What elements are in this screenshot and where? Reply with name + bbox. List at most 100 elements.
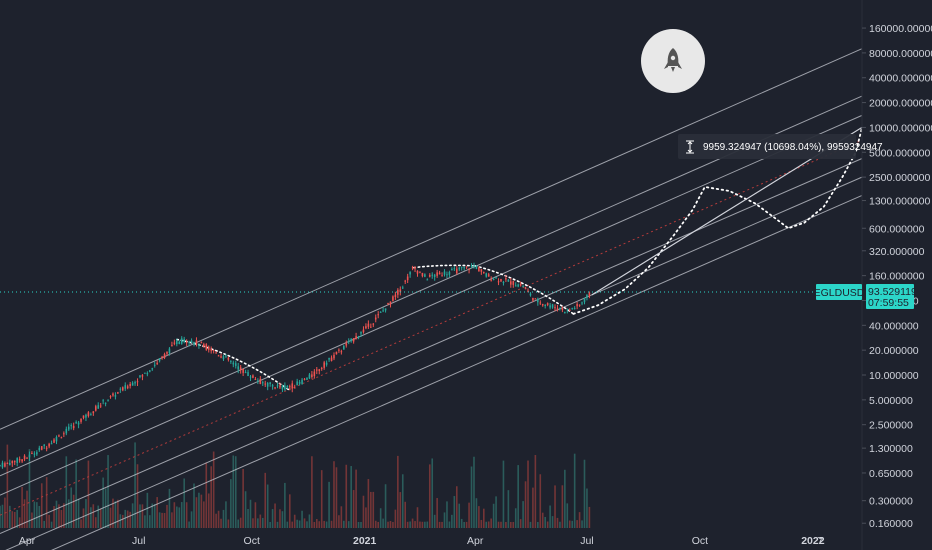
candle-body — [446, 274, 448, 276]
candle-body — [139, 375, 141, 378]
volume-bar — [178, 507, 181, 528]
volume-bar — [490, 518, 492, 528]
volume-bar — [483, 508, 485, 528]
candle-body — [134, 382, 136, 384]
candle-body — [448, 271, 451, 275]
volume-bar — [522, 501, 524, 528]
candle-body — [31, 453, 33, 455]
volume-bar — [60, 509, 63, 528]
volume-bar — [279, 509, 281, 528]
volume-bar — [347, 521, 350, 528]
candle-body — [279, 385, 281, 388]
volume-bar — [588, 506, 591, 528]
candle-body — [306, 377, 308, 380]
volume-bar — [497, 521, 500, 528]
candle-body — [158, 358, 161, 361]
y-axis-panel[interactable] — [862, 0, 932, 550]
candle-body — [561, 308, 564, 311]
candle-body — [492, 279, 495, 281]
candle-body — [406, 276, 409, 281]
volume-bar — [578, 512, 581, 528]
candle-body — [149, 370, 151, 372]
y-tick-label: 5.000000 — [869, 395, 913, 407]
candle-body — [4, 463, 6, 467]
candle-body — [377, 314, 379, 316]
price-tag-value: 93.529119 — [868, 286, 917, 298]
candle-body — [136, 381, 139, 383]
candle-body — [350, 338, 352, 342]
candle-body — [335, 351, 338, 355]
candle-body — [94, 406, 97, 411]
candle-body — [323, 362, 325, 368]
volume-bar — [377, 521, 379, 528]
y-tick-label: 10000.000000 — [869, 122, 932, 134]
candle-body — [544, 305, 546, 307]
volume-bar — [80, 519, 82, 528]
x-tick-label: Jul — [580, 535, 593, 547]
channel-line — [0, 158, 863, 534]
candle-body — [554, 307, 556, 309]
volume-bar — [406, 521, 409, 528]
candle-body — [75, 422, 77, 424]
measure-label: 9959.324947 (10698.04%), 9959324947 — [678, 134, 883, 159]
volume-bar — [404, 501, 407, 528]
candle-body — [215, 352, 217, 354]
volume-bar — [512, 521, 515, 528]
candle-body — [362, 329, 365, 333]
channel-line — [5, 176, 863, 550]
volume-bar — [311, 456, 313, 528]
candle-body — [529, 293, 532, 296]
volume-bar — [264, 472, 267, 528]
candle-body — [90, 414, 92, 416]
candle-body — [303, 378, 306, 380]
volume-bar — [141, 504, 144, 528]
volume-bar — [446, 501, 448, 528]
candle-body — [296, 381, 298, 386]
volume-bar — [92, 504, 95, 528]
candle-body — [244, 372, 247, 374]
candle-body — [85, 414, 87, 418]
volume-bar — [281, 511, 284, 528]
candle-body — [441, 275, 443, 277]
volume-bar — [180, 502, 183, 528]
x-tick-label: Oct — [692, 535, 708, 547]
price-tag[interactable]: 93.529119 07:59:55 — [866, 284, 917, 309]
volume-bar — [316, 518, 318, 528]
symbol-tag[interactable]: EGLDUSD — [814, 284, 865, 300]
candle-body — [414, 266, 416, 269]
candle-body — [102, 400, 104, 402]
volume-bar — [9, 505, 11, 528]
volume-bar — [370, 491, 372, 528]
volume-bar — [389, 520, 392, 528]
volume-bar — [117, 499, 119, 528]
volume-bar — [72, 494, 75, 528]
candle-body — [126, 386, 129, 389]
candle-body — [124, 385, 127, 389]
volume-bar — [82, 508, 85, 528]
volume-bar — [291, 521, 294, 528]
volume-bar — [146, 492, 149, 528]
volume-bar — [33, 501, 36, 528]
y-axis[interactable]: 160000.000000 80000.000000 40000.000000 200… — [862, 23, 932, 530]
candle-body — [571, 308, 574, 310]
candle-body — [234, 363, 237, 366]
channel-line — [0, 114, 863, 496]
candle-body — [72, 425, 75, 429]
volume-bar — [6, 444, 9, 528]
volume-bar — [431, 458, 434, 528]
volume-bar — [379, 508, 382, 528]
volume-bar — [112, 498, 114, 528]
candle-body — [161, 356, 163, 358]
candle-body — [225, 355, 227, 357]
candle-body — [99, 405, 102, 407]
candle-body — [527, 290, 529, 292]
candle-body — [50, 443, 53, 445]
candle-body — [487, 274, 490, 277]
volume-bar — [340, 506, 343, 528]
candle-body — [163, 354, 166, 359]
candle-body — [497, 281, 500, 283]
volume-bar — [583, 459, 586, 528]
candle-body — [328, 357, 330, 360]
